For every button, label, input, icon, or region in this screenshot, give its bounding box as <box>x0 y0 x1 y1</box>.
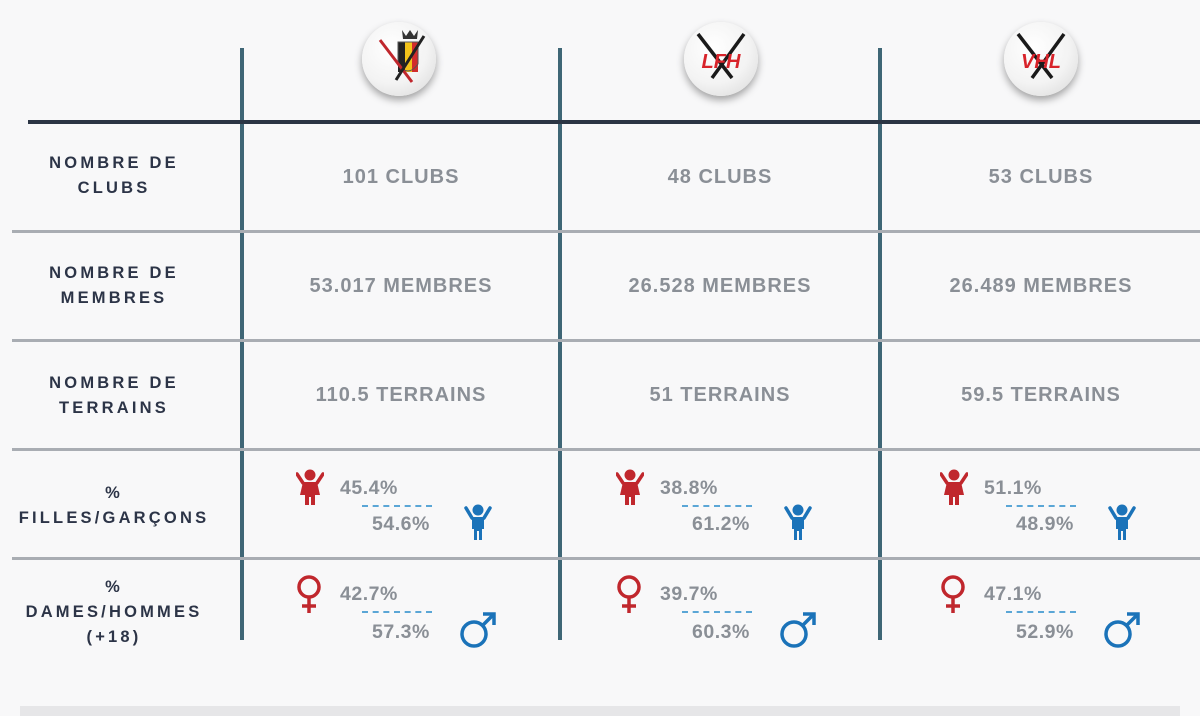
hommes-percent: 60.3% <box>692 621 750 643</box>
row-label-terrains: NOMBRE DE TERRAINS <box>0 371 228 421</box>
dames-percent: 39.7% <box>660 583 718 605</box>
row-label-line: NOMBRE DE <box>49 154 179 172</box>
row-label-line: % <box>105 578 123 596</box>
separator-dashed <box>362 611 432 613</box>
clubs-value: 53 CLUBS <box>988 166 1094 188</box>
row-label-clubs: NOMBRE DE CLUBS <box>0 151 228 201</box>
female-symbol-icon <box>938 574 968 621</box>
dames-percent: 47.1% <box>984 583 1042 605</box>
header-rule <box>28 120 1200 124</box>
bottom-bar <box>20 706 1180 716</box>
girl-icon <box>615 468 645 511</box>
membres-value: 26.528 MEMBRES <box>628 275 812 297</box>
female-symbol-icon <box>614 574 644 621</box>
separator-dashed <box>682 505 752 507</box>
filles-percent: 51.1% <box>984 477 1042 499</box>
separator-dashed <box>1006 611 1076 613</box>
lfh-logo-icon: LFH <box>696 32 746 80</box>
male-symbol-icon <box>1102 610 1142 655</box>
boy-icon <box>784 503 812 546</box>
row-label-line: (+18) <box>86 628 142 646</box>
female-symbol-icon <box>294 574 324 621</box>
male-symbol-icon <box>458 610 498 655</box>
vhl-logo-text: VHL <box>1021 51 1061 73</box>
garcons-percent: 61.2% <box>692 513 750 535</box>
logo-lfh: LFH <box>684 22 758 96</box>
lfh-logo-text: LFH <box>702 51 741 73</box>
filles-percent: 38.8% <box>660 477 718 499</box>
boy-icon <box>1108 503 1136 546</box>
logo-vhl: VHL <box>1004 22 1078 96</box>
row-label-line: DAMES/HOMMES <box>25 603 203 621</box>
row-label-line: CLUBS <box>77 179 151 197</box>
row-divider <box>12 230 1200 233</box>
column-divider <box>878 48 882 640</box>
clubs-value: 101 CLUBS <box>342 166 460 188</box>
separator-dashed <box>362 505 432 507</box>
vhl-logo-icon: VHL <box>1016 32 1066 80</box>
filles-percent: 45.4% <box>340 477 398 499</box>
clubs-value: 48 CLUBS <box>667 166 773 188</box>
row-label-line: TERRAINS <box>59 399 169 417</box>
hommes-percent: 57.3% <box>372 621 430 643</box>
row-divider <box>12 339 1200 342</box>
row-label-line: MEMBRES <box>60 289 168 307</box>
terrains-value: 59.5 TERRAINS <box>961 384 1121 406</box>
row-label-line: % <box>105 484 123 502</box>
girl-icon <box>295 468 325 511</box>
separator-dashed <box>682 611 752 613</box>
row-divider <box>12 557 1200 560</box>
row-label-membres: NOMBRE DE MEMBRES <box>0 261 228 311</box>
row-divider <box>12 448 1200 451</box>
dames-percent: 42.7% <box>340 583 398 605</box>
column-divider <box>240 48 244 640</box>
garcons-percent: 48.9% <box>1016 513 1074 535</box>
row-label-line: NOMBRE DE <box>49 264 179 282</box>
row-label-line: NOMBRE DE <box>49 374 179 392</box>
membres-value: 53.017 MEMBRES <box>309 275 493 297</box>
column-divider <box>558 48 562 640</box>
row-label-dames-hommes: % DAMES/HOMMES (+18) <box>0 575 228 650</box>
row-label-filles-garcons: % FILLES/GARÇONS <box>0 481 228 531</box>
male-symbol-icon <box>778 610 818 655</box>
boy-icon <box>464 503 492 546</box>
row-label-line: FILLES/GARÇONS <box>18 509 210 527</box>
logo-belgian-hockey <box>362 22 436 96</box>
terrains-value: 110.5 TERRAINS <box>315 384 487 406</box>
belgian-hockey-crest-icon <box>378 30 426 83</box>
girl-icon <box>939 468 969 511</box>
terrains-value: 51 TERRAINS <box>649 384 791 406</box>
garcons-percent: 54.6% <box>372 513 430 535</box>
hommes-percent: 52.9% <box>1016 621 1074 643</box>
separator-dashed <box>1006 505 1076 507</box>
membres-value: 26.489 MEMBRES <box>949 275 1133 297</box>
